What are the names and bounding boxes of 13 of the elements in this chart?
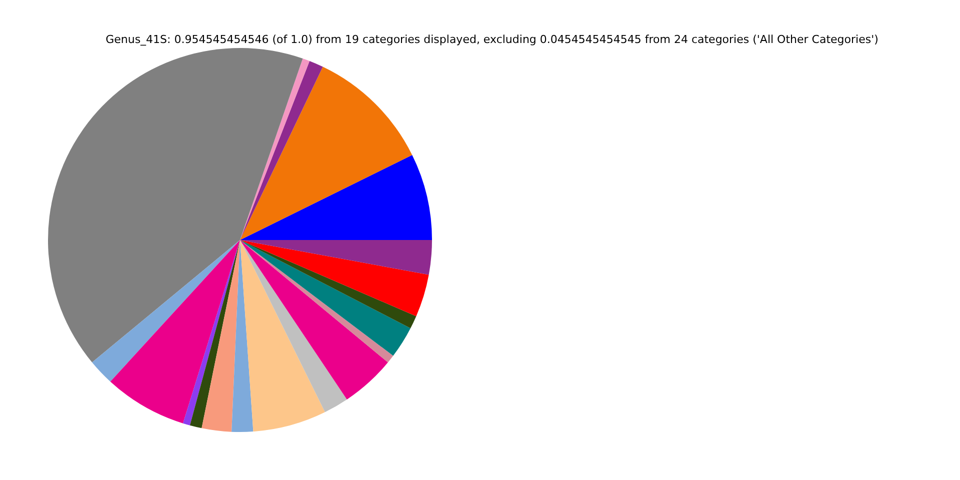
pie-slice xyxy=(240,66,412,240)
pie-slice xyxy=(240,240,326,432)
pie-slice xyxy=(92,240,240,382)
pie-slice xyxy=(240,240,429,316)
pie-slice xyxy=(48,48,303,362)
pie-slice xyxy=(202,240,240,432)
pie-slice xyxy=(240,240,432,275)
text: Genus_41S: 0.954545454546 (of 1.0) from 19 categories displayed, excluding 0.0454545454545 from 24 categories ('All Other Categories') xyxy=(106,33,878,46)
pie-slice xyxy=(240,61,323,240)
pie-slice xyxy=(240,58,310,240)
pie-slice xyxy=(240,240,347,412)
pie-slice xyxy=(240,240,416,328)
pie-slice xyxy=(240,154,432,240)
